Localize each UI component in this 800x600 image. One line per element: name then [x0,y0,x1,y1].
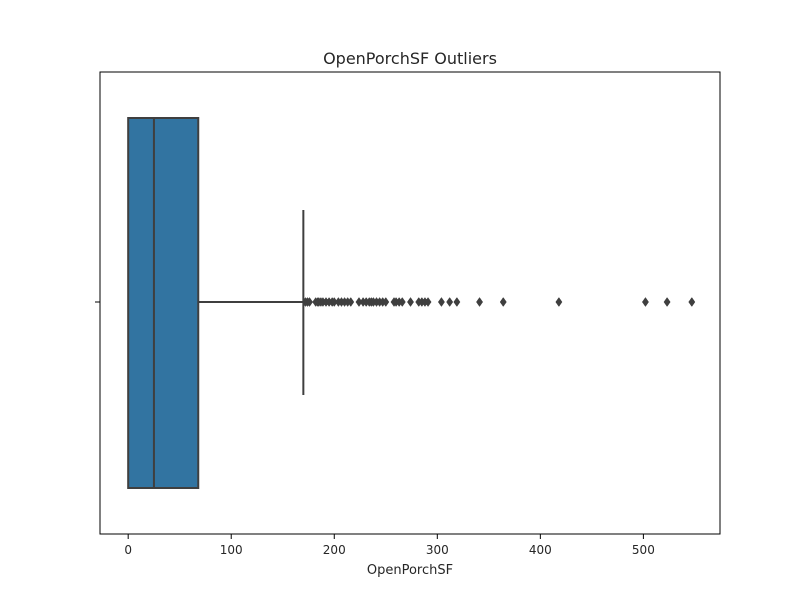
outlier-point [476,297,484,307]
outlier-points [301,297,696,307]
x-axis-label: OpenPorchSF [367,563,453,578]
outlier-point [424,297,432,307]
box-plot [127,117,305,489]
outlier-point [306,297,313,307]
outlier-point [347,297,355,307]
x-axis-ticks: 0 100 200 300 400 500 [124,534,655,557]
outlier-point [398,297,406,307]
outlier-point [453,297,461,307]
plot-area [99,71,721,535]
outlier-point [641,297,649,307]
outlier-point [688,297,696,307]
chart-title: OpenPorchSF Outliers [323,49,497,68]
outlier-point [437,297,445,307]
outlier-point [499,297,507,307]
x-tick-label: 400 [529,543,552,557]
x-tick-label: 0 [124,543,132,557]
iqr-box [127,117,200,489]
outlier-point [446,297,454,307]
outlier-point [663,297,671,307]
x-tick-label: 200 [323,543,346,557]
x-tick-label: 500 [632,543,655,557]
outlier-point [382,297,390,307]
x-tick-label: 300 [426,543,449,557]
x-tick-label: 100 [220,543,243,557]
outlier-point [555,297,563,307]
outlier-point [407,297,414,307]
